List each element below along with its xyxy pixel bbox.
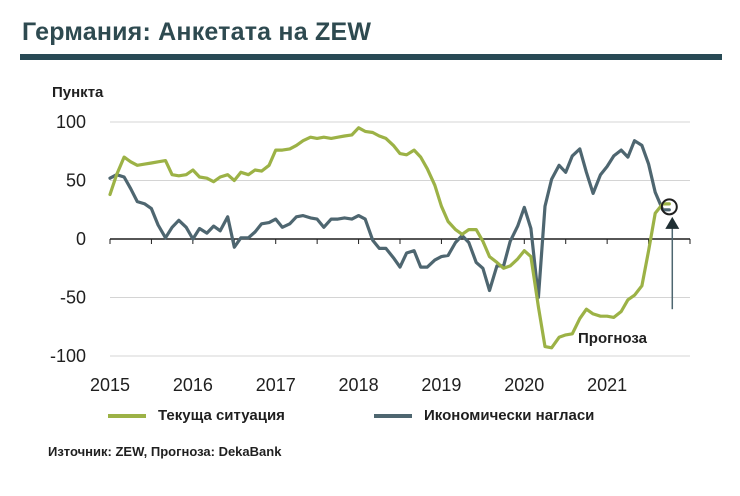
x-tick-label: 2019 xyxy=(421,375,461,395)
legend-item-current: Текуща ситуация xyxy=(108,407,285,424)
y-axis-label: Пункта xyxy=(52,84,104,101)
legend-item-expectations: Икономически нагласи xyxy=(374,407,594,424)
y-tick-label: -100 xyxy=(50,346,86,366)
y-tick-label: 50 xyxy=(66,171,86,191)
legend-label-current: Текуща ситуация xyxy=(158,407,285,424)
forecast-arrow-head xyxy=(665,216,680,229)
x-tick-label: 2016 xyxy=(173,375,213,395)
series-line-current xyxy=(108,126,671,350)
x-tick-label: 2020 xyxy=(504,375,544,395)
forecast-label: Прогноза xyxy=(578,330,647,347)
source-note: Източник: ZEW, Прогноза: DekaBank xyxy=(48,444,282,459)
legend-swatch-expectations xyxy=(374,414,412,419)
y-tick-label: -50 xyxy=(60,288,86,308)
x-tick-label: 2015 xyxy=(90,375,130,395)
x-tick-label: 2021 xyxy=(587,375,627,395)
legend-swatch-current xyxy=(108,414,146,419)
forecast-circle xyxy=(660,198,678,216)
chart-title: Германия: Анкетата на ZEW xyxy=(22,18,372,46)
title-rule xyxy=(20,54,722,60)
legend-label-expectations: Икономически нагласи xyxy=(424,407,595,424)
series-line-expectations xyxy=(108,139,671,300)
y-tick-label: 0 xyxy=(76,229,86,249)
x-tick-label: 2018 xyxy=(339,375,379,395)
y-tick-label: 100 xyxy=(56,112,86,132)
x-tick-label: 2017 xyxy=(256,375,296,395)
